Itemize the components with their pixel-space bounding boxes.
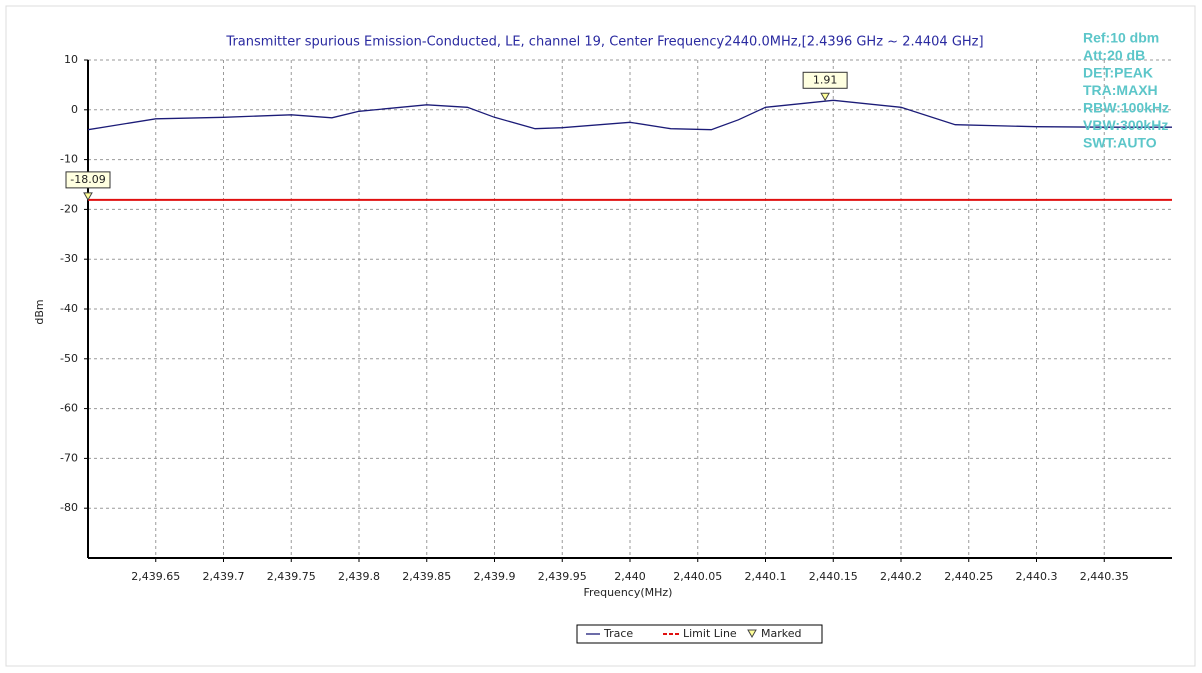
y-tick-label: -50 — [60, 352, 78, 365]
y-tick-label: -20 — [60, 202, 78, 215]
x-tick-label: 2,439.65 — [131, 570, 180, 583]
instrument-setting: TRA:MAXH — [1083, 82, 1158, 98]
x-tick-label: 2,439.7 — [203, 570, 245, 583]
chart-title: Transmitter spurious Emission-Conducted,… — [225, 35, 983, 50]
legend-box — [576, 624, 823, 644]
x-tick-label: 2,440.3 — [1016, 570, 1058, 583]
y-tick-label: 10 — [64, 53, 78, 66]
x-tick-label: 2,439.95 — [538, 570, 587, 583]
x-tick-label: 2,439.85 — [402, 570, 451, 583]
instrument-setting: Att:20 dB — [1083, 47, 1145, 63]
marker-label: 1.91 — [813, 73, 838, 86]
x-tick-label: 2,439.8 — [338, 570, 380, 583]
marker — [820, 92, 830, 102]
legend-swatch — [747, 629, 757, 639]
x-tick-label: 2,440.15 — [809, 570, 858, 583]
chart-frame — [5, 5, 1196, 667]
y-tick-label: -60 — [60, 402, 78, 415]
y-axis-label: dBm — [33, 299, 46, 324]
y-tick-label: -40 — [60, 302, 78, 315]
x-tick-label: 2,439.75 — [267, 570, 316, 583]
x-tick-label: 2,440.25 — [944, 570, 993, 583]
trace-line — [87, 99, 1172, 131]
legend-label: Limit Line — [683, 627, 737, 640]
x-tick-label: 2,440.2 — [880, 570, 922, 583]
x-axis-label: Frequency(MHz) — [584, 586, 673, 599]
instrument-setting: SWT:AUTO — [1083, 135, 1157, 151]
y-tick-label: -30 — [60, 252, 78, 265]
y-tick-label: -10 — [60, 153, 78, 166]
x-tick-label: 2,439.9 — [474, 570, 516, 583]
instrument-setting: RBW:100kHz — [1083, 100, 1169, 116]
marker-label: -18.09 — [70, 173, 105, 186]
y-tick-label: -70 — [60, 451, 78, 464]
x-tick-label: 2,440.1 — [745, 570, 787, 583]
legend-label: Marked — [761, 627, 801, 640]
x-tick-label: 2,440.05 — [673, 570, 722, 583]
marker — [83, 192, 93, 201]
y-tick-label: 0 — [71, 103, 78, 116]
instrument-setting: Ref:10 dbm — [1083, 30, 1159, 46]
y-tick-label: -80 — [60, 501, 78, 514]
instrument-setting: DET:PEAK — [1083, 65, 1153, 81]
legend-label: Trace — [603, 627, 633, 640]
instrument-setting: VBW:300kHz — [1083, 117, 1168, 133]
x-tick-label: 2,440 — [614, 570, 646, 583]
marker-label-box — [802, 71, 848, 89]
x-tick-label: 2,440.35 — [1080, 570, 1129, 583]
marker-label-box — [65, 171, 111, 189]
